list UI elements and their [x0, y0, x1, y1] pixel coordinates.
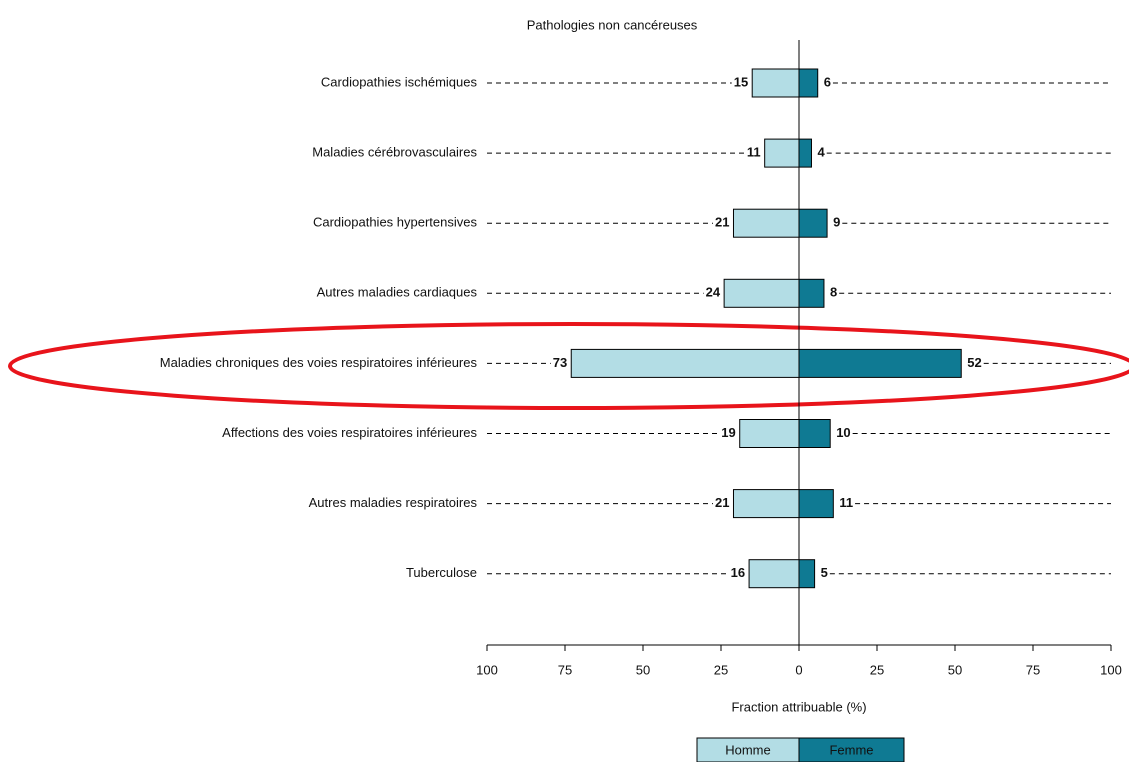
y-tick-label: Maladies cérébrovasculaires — [312, 145, 477, 160]
bar — [748, 559, 800, 589]
bar — [798, 68, 819, 98]
data-label: 11 — [747, 145, 761, 160]
x-tick-label: 50 — [948, 662, 962, 677]
data-label: 9 — [833, 215, 840, 230]
bar — [798, 208, 828, 238]
legend-label: Femme — [829, 742, 873, 757]
legend-swatch — [798, 737, 905, 762]
x-tick-label: 75 — [558, 662, 572, 677]
bar — [798, 489, 834, 519]
x-tick-label: 100 — [1100, 662, 1122, 677]
x-tick-label: 50 — [636, 662, 650, 677]
data-label: 73 — [553, 355, 567, 370]
bar — [764, 138, 800, 168]
data-label: 19 — [721, 425, 735, 440]
data-label: 11 — [839, 495, 853, 510]
data-label: 24 — [706, 285, 721, 300]
y-tick-label: Cardiopathies hypertensives — [313, 215, 478, 230]
bar — [751, 68, 800, 98]
highlight-ellipse — [8, 322, 1129, 410]
bar — [798, 419, 831, 448]
data-label: 52 — [967, 355, 981, 370]
bar — [570, 348, 800, 378]
bar — [798, 348, 962, 378]
data-label: 21 — [715, 215, 729, 230]
y-tick-label: Maladies chroniques des voies respiratoi… — [160, 355, 478, 370]
x-tick-label: 0 — [795, 662, 802, 677]
bar — [732, 489, 800, 519]
data-label: 10 — [836, 425, 850, 440]
y-tick-label: Affections des voies respiratoires infér… — [222, 425, 477, 440]
bar — [739, 419, 800, 448]
bar — [732, 208, 800, 238]
data-label: 21 — [715, 495, 729, 510]
y-tick-label: Tuberculose — [406, 565, 477, 580]
y-tick-label: Cardiopathies ischémiques — [321, 74, 478, 89]
x-tick-label: 100 — [476, 662, 498, 677]
y-tick-label: Autres maladies cardiaques — [317, 285, 478, 300]
x-tick-label: 25 — [870, 662, 884, 677]
x-tick-label: 25 — [714, 662, 728, 677]
data-label: 5 — [821, 565, 828, 580]
x-axis-label: Fraction attribuable (%) — [731, 699, 866, 714]
data-label: 15 — [734, 74, 748, 89]
data-label: 6 — [824, 74, 831, 89]
bar — [723, 278, 800, 308]
bar — [798, 138, 812, 168]
legend-label: Homme — [725, 742, 771, 757]
data-label: 8 — [830, 285, 837, 300]
y-tick-label: Autres maladies respiratoires — [309, 495, 478, 510]
bar — [798, 278, 825, 308]
chart-title: Pathologies non cancéreuses — [527, 17, 698, 32]
bar — [798, 559, 816, 589]
data-label: 16 — [731, 565, 745, 580]
data-label: 4 — [817, 145, 825, 160]
x-tick-label: 75 — [1026, 662, 1040, 677]
